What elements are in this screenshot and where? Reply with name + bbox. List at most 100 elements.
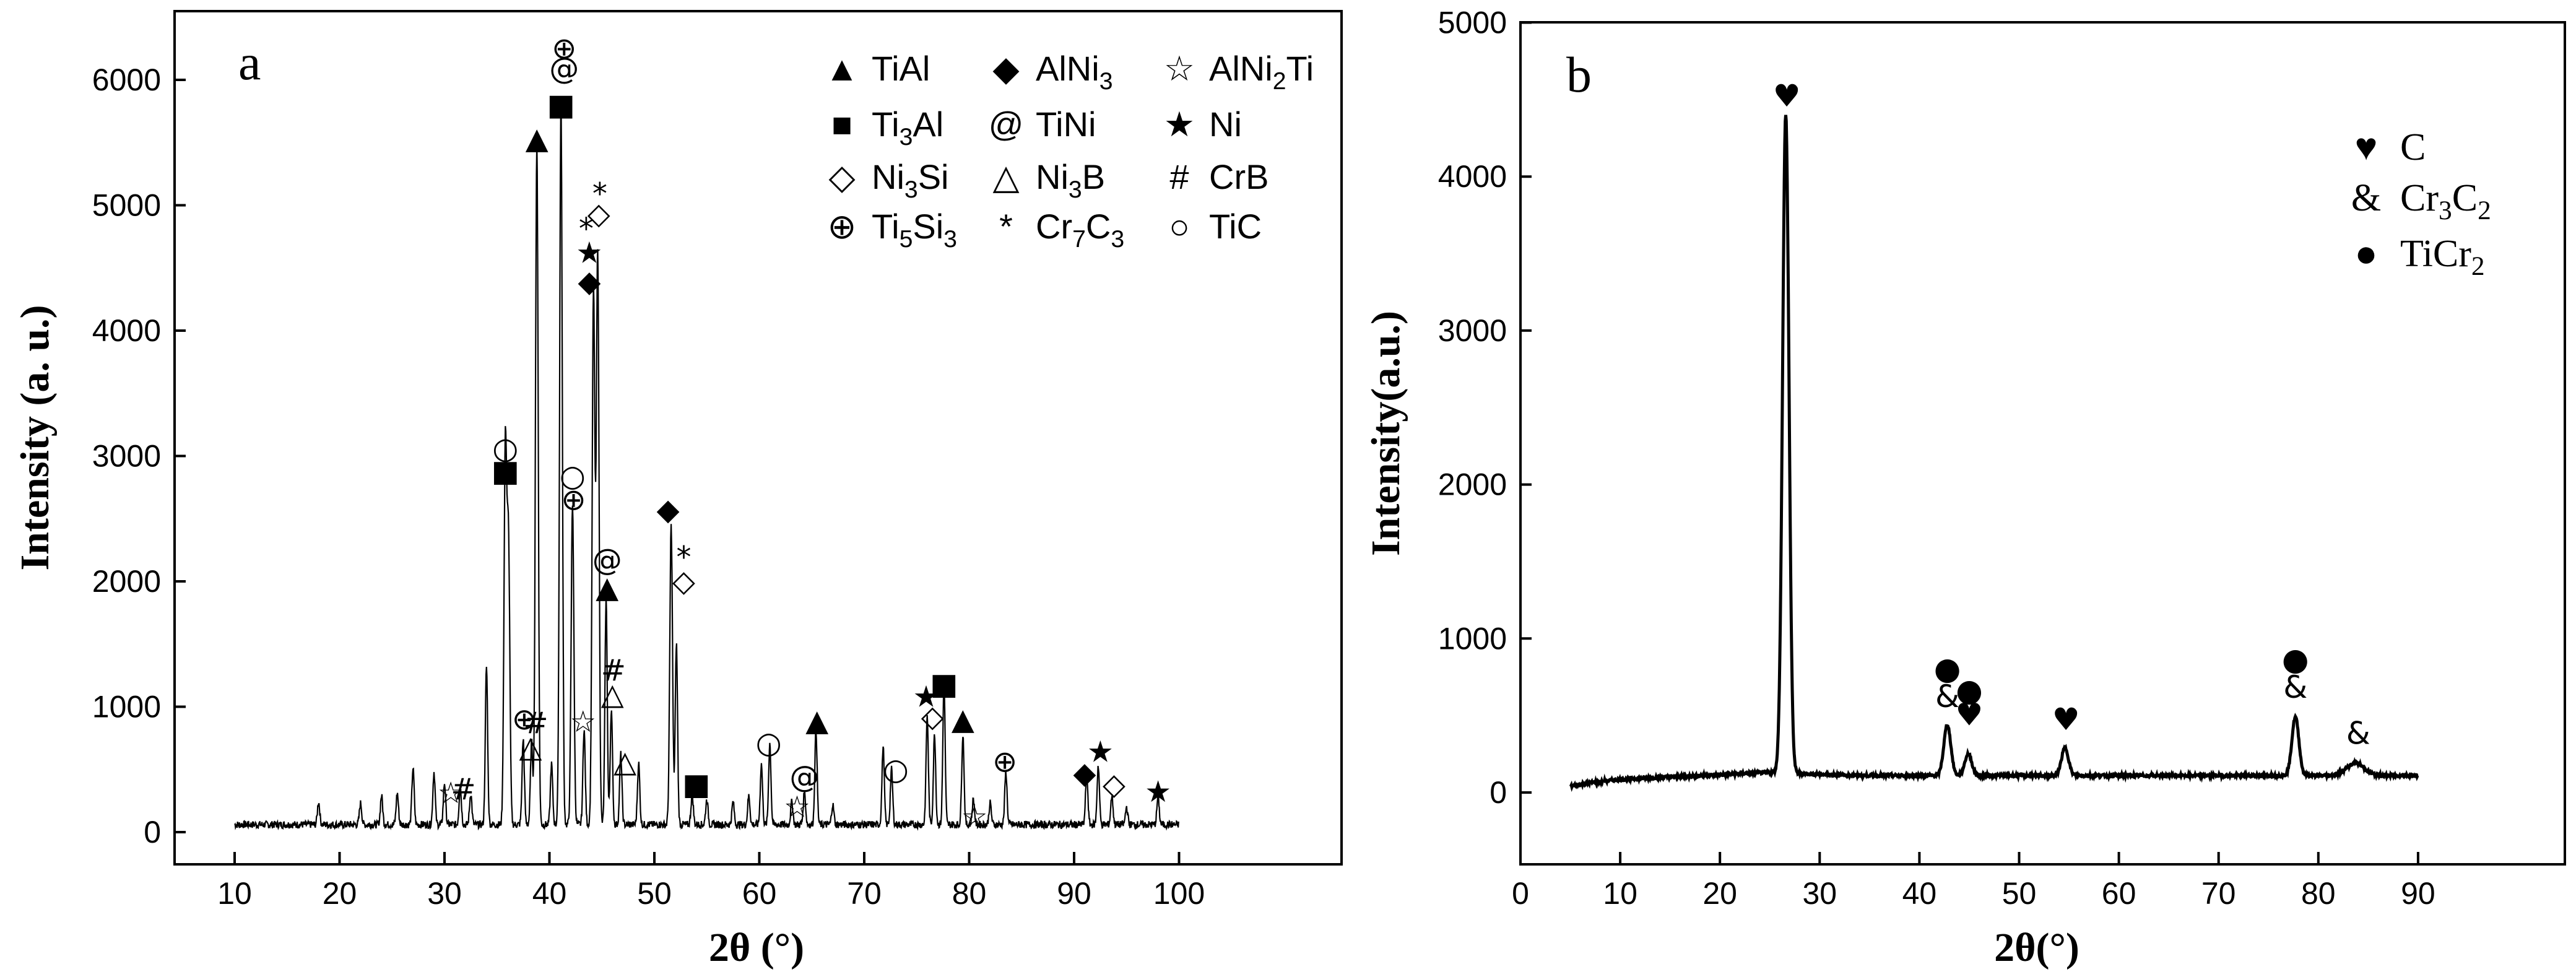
legend-label-main: Ni [872, 157, 904, 196]
legend-label-main: CrB [1209, 157, 1268, 196]
panel-a-y-ticks: 0 1000 2000 3000 4000 5000 6000 [92, 63, 186, 849]
legend-entry: ⊕ Ti5Si3 [828, 207, 957, 253]
peak-marker: ⊕ [552, 31, 576, 66]
peak-marker: & [2283, 669, 2307, 705]
peak-marker: ▲ [805, 703, 828, 738]
panel-b-peak-markers: ♥●&●♥ ♥●&& [1773, 78, 2370, 752]
legend-entry: △ Ni3B [992, 157, 1105, 203]
peak-marker: ▲ [526, 121, 549, 156]
peak-marker: ○ [492, 431, 518, 466]
legend-label: TiC [1209, 207, 1262, 246]
legend-entry: & Cr3C2 [2351, 177, 2491, 225]
panel-b-label: b [1566, 46, 1592, 103]
peak-marker: ● [1956, 672, 1983, 708]
peak-marker: ◇ [921, 700, 944, 734]
panel-a-peak-markers: ○■▲■@⊕○⊕⊕△# ☆◆★*◇*▲@△#△◆◇*■○☆@▲○★◇■▲☆⊕ ◆★◇… [438, 31, 1171, 834]
legend-label: Ni [1209, 105, 1242, 144]
legend-label-main: TiCr [2400, 233, 2471, 275]
legend-label: Ti5Si3 [872, 207, 957, 253]
legend-label-subscript: 2 [2471, 251, 2485, 281]
y-tick-label: 0 [1490, 775, 1507, 810]
legend-symbol: ☆ [1164, 49, 1195, 88]
panel-a-x-axis-label: 2θ (°) [709, 925, 804, 970]
legend-label-tail: C [1086, 207, 1111, 246]
legend-label-tail: Al [913, 105, 943, 144]
x-tick-label: 20 [1702, 876, 1737, 911]
peak-marker: ☆ [570, 705, 596, 739]
x-tick-label: 40 [1902, 876, 1937, 911]
legend-label-subscript: 2 [1273, 68, 1286, 95]
panel-b-y-axis-label: Intensity(a.u.) [1363, 311, 1408, 556]
panel-b-x-ticks: 0 10 20 30 40 50 60 70 80 90 [1512, 852, 2435, 911]
legend-symbol: # [1169, 157, 1189, 196]
panel-a-x-ticks: 10 20 30 40 50 60 70 80 90 100 [217, 852, 1205, 911]
y-tick-label: 2000 [92, 564, 161, 599]
peak-marker: △ [519, 729, 542, 764]
peak-marker: @ [789, 760, 819, 794]
legend-symbol: ■ [831, 105, 852, 144]
peak-marker: * [676, 541, 691, 575]
legend-entry: ♥ C [2355, 126, 2426, 168]
legend-symbol: ⊕ [828, 207, 857, 246]
peak-marker: @ [549, 51, 579, 86]
peak-marker: △ [614, 745, 636, 779]
x-tick-label: 30 [1802, 876, 1837, 911]
x-tick-label: 10 [217, 876, 252, 911]
legend-symbol: ◆ [992, 49, 1019, 88]
x-tick-label: 60 [2102, 876, 2136, 911]
legend-label-tail: Si [918, 157, 949, 196]
legend-symbol: △ [992, 157, 1019, 196]
x-tick-label: 70 [847, 876, 882, 911]
peak-marker: ■ [547, 88, 575, 123]
peak-marker: ▲ [596, 570, 618, 605]
peak-marker: ☆ [961, 800, 987, 835]
x-tick-label: 30 [427, 876, 462, 911]
legend-label: Ti3Al [872, 105, 943, 150]
peak-marker: ♥ [1956, 697, 1984, 733]
legend-label-subscript: 3 [1069, 176, 1082, 203]
legend-label: C [2400, 126, 2426, 168]
x-tick-label: 50 [2002, 876, 2037, 911]
x-tick-label: 90 [2401, 876, 2435, 911]
y-tick-label: 5000 [1438, 6, 1507, 40]
x-tick-label: 80 [952, 876, 987, 911]
legend-label-subscript-2: 3 [943, 226, 957, 253]
legend-entry: ★ Ni [1164, 105, 1242, 144]
peak-marker: ☆ [784, 790, 810, 825]
legend-label-tail: Ti [1286, 49, 1314, 88]
peak-marker: ★ [1087, 734, 1114, 769]
legend-symbol: ◇ [828, 157, 855, 196]
peak-marker: ♥ [2052, 701, 2080, 737]
peak-marker: ◇ [588, 197, 610, 232]
legend-label: AlNi2Ti [1209, 49, 1314, 95]
peak-marker: ◇ [672, 564, 695, 599]
legend-label-tail: C [2452, 177, 2478, 219]
peak-marker: △ [601, 677, 624, 711]
peak-marker: ○ [756, 726, 782, 760]
legend-symbol: & [2351, 177, 2381, 219]
legend-label: AlNi3 [1036, 49, 1112, 95]
panel-b-frame [1519, 21, 2566, 866]
legend-symbol: ▲ [825, 49, 859, 88]
x-tick-label: 10 [1603, 876, 1637, 911]
legend-symbol: ○ [1169, 207, 1190, 246]
y-tick-label: 4000 [1438, 159, 1507, 194]
x-tick-label: 60 [742, 876, 777, 911]
peak-marker: ★ [576, 235, 602, 270]
peak-marker: & [1935, 679, 1959, 714]
legend-symbol: * [999, 207, 1013, 246]
peak-marker: ▲ [952, 702, 974, 737]
legend-label-tail: Si [913, 207, 943, 246]
legend-entry: ◇ Ni3Si [828, 157, 948, 203]
legend-label-subscript-2: 2 [2478, 196, 2491, 225]
peak-marker: @ [592, 543, 622, 578]
x-tick-label: 40 [532, 876, 567, 911]
legend-label: Ni3Si [872, 157, 948, 203]
legend-label: CrB [1209, 157, 1268, 196]
legend-label-main: Ni [1209, 105, 1242, 144]
panel-a: a 0 1000 2000 3000 4000 5000 6000 10 20 30 40 50 60… [12, 10, 1343, 970]
peak-marker: ■ [930, 667, 958, 701]
peak-marker: ◆ [578, 264, 601, 299]
legend-label-main: TiNi [1036, 105, 1096, 144]
